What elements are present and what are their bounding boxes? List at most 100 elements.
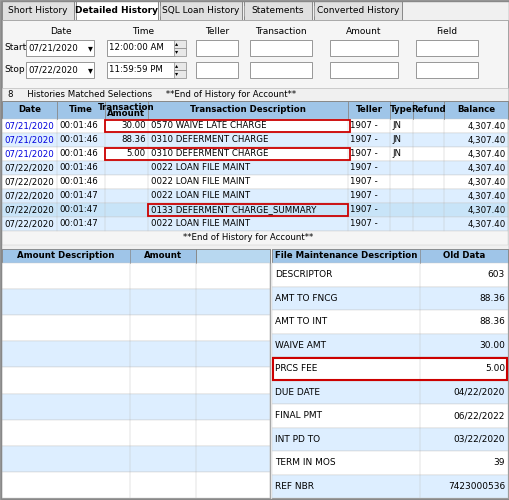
Text: 00:01:46: 00:01:46: [59, 136, 98, 144]
Bar: [329, 62, 397, 78]
Text: 04/22/2020: 04/22/2020: [453, 388, 504, 397]
Text: DUE DATE: DUE DATE: [274, 388, 319, 397]
Text: Date: Date: [50, 28, 72, 36]
Bar: [160, 1, 242, 20]
Text: 11:59:59 PM: 11:59:59 PM: [109, 66, 162, 74]
Text: Detailed History: Detailed History: [75, 6, 158, 15]
Bar: [2, 175, 507, 189]
Text: 1907 -: 1907 -: [349, 122, 377, 130]
Text: 07/21/2020: 07/21/2020: [4, 150, 53, 158]
Bar: [174, 48, 186, 56]
Text: REF NBR: REF NBR: [274, 482, 314, 491]
Text: 8     Histories Matched Selections     **End of History for Account**: 8 Histories Matched Selections **End of …: [8, 90, 296, 99]
Text: SQL Loan History: SQL Loan History: [162, 6, 239, 15]
Text: Statements: Statements: [251, 6, 304, 15]
Text: ▾: ▾: [88, 65, 93, 75]
Bar: [415, 40, 477, 56]
Bar: [271, 286, 507, 310]
Text: AMT TO INT: AMT TO INT: [274, 318, 326, 326]
Text: Time: Time: [132, 28, 154, 36]
Text: 00:01:47: 00:01:47: [59, 192, 98, 200]
Bar: [195, 249, 269, 263]
Text: 88.36: 88.36: [478, 294, 504, 302]
Text: 4,307.40: 4,307.40: [467, 136, 505, 144]
Bar: [2, 119, 507, 133]
Text: 0133 DEFERMENT CHARGE_SUMMARY: 0133 DEFERMENT CHARGE_SUMMARY: [151, 206, 316, 214]
Text: 00:01:47: 00:01:47: [59, 206, 98, 214]
Text: JN: JN: [391, 136, 400, 144]
Text: Type: Type: [389, 106, 412, 114]
Text: Field: Field: [436, 28, 457, 36]
Text: Start: Start: [4, 44, 26, 52]
Text: **End of History for Account**: **End of History for Account**: [183, 234, 313, 242]
Bar: [107, 40, 175, 56]
Text: |: |: [313, 5, 316, 15]
Bar: [2, 88, 507, 101]
Bar: [2, 231, 507, 245]
Text: 4,307.40: 4,307.40: [467, 192, 505, 200]
Text: 07/22/2020: 07/22/2020: [4, 220, 53, 228]
Text: 00:01:46: 00:01:46: [59, 122, 98, 130]
Text: Transaction: Transaction: [98, 102, 155, 112]
Text: Converted History: Converted History: [316, 6, 399, 15]
Bar: [26, 40, 94, 56]
Text: Refund: Refund: [410, 106, 445, 114]
Bar: [2, 133, 507, 147]
Text: ▴: ▴: [175, 64, 178, 68]
Bar: [2, 368, 269, 394]
Text: TERM IN MOS: TERM IN MOS: [274, 458, 335, 467]
Text: 12:00:00 AM: 12:00:00 AM: [109, 44, 163, 52]
Text: INT PD TO: INT PD TO: [274, 434, 320, 444]
Text: File Maintenance Description: File Maintenance Description: [274, 252, 416, 260]
Text: 00:01:47: 00:01:47: [59, 220, 98, 228]
Text: 1907 -: 1907 -: [349, 164, 377, 172]
Text: 0570 WAIVE LATE CHARGE: 0570 WAIVE LATE CHARGE: [151, 122, 266, 130]
Bar: [2, 147, 507, 161]
Bar: [271, 249, 507, 263]
Bar: [271, 334, 507, 357]
Text: 00:01:46: 00:01:46: [59, 150, 98, 158]
Text: Amount: Amount: [107, 110, 145, 118]
Text: 7423000536: 7423000536: [447, 482, 504, 491]
Text: 07/22/2020: 07/22/2020: [4, 164, 53, 172]
Text: Balance: Balance: [456, 106, 494, 114]
Text: 4,307.40: 4,307.40: [467, 220, 505, 228]
Text: ▾: ▾: [175, 72, 178, 76]
Text: 1907 -: 1907 -: [349, 220, 377, 228]
Text: ▾: ▾: [175, 50, 178, 54]
Bar: [2, 342, 269, 367]
Text: Teller: Teller: [355, 106, 382, 114]
Text: 5.00: 5.00: [127, 150, 146, 158]
Bar: [174, 40, 186, 48]
Text: |: |: [242, 5, 246, 15]
Bar: [271, 451, 507, 474]
Bar: [2, 472, 269, 498]
Text: 0022 LOAN FILE MAINT: 0022 LOAN FILE MAINT: [151, 220, 249, 228]
Text: 5.00: 5.00: [484, 364, 504, 373]
Text: 1907 -: 1907 -: [349, 136, 377, 144]
Bar: [249, 40, 312, 56]
Bar: [26, 62, 94, 78]
Text: 1907 -: 1907 -: [349, 150, 377, 158]
Text: PRCS FEE: PRCS FEE: [274, 364, 317, 373]
Bar: [2, 394, 269, 419]
Text: ▾: ▾: [88, 43, 93, 53]
Bar: [2, 101, 507, 119]
Bar: [2, 161, 507, 175]
Bar: [271, 357, 507, 380]
Text: |: |: [159, 5, 162, 15]
Bar: [195, 62, 238, 78]
Text: |: |: [75, 5, 78, 15]
Bar: [107, 62, 175, 78]
Bar: [2, 249, 269, 263]
Text: 4,307.40: 4,307.40: [467, 122, 505, 130]
Text: Amount: Amount: [144, 252, 182, 260]
Text: Transaction Description: Transaction Description: [190, 106, 305, 114]
Text: 0022 LOAN FILE MAINT: 0022 LOAN FILE MAINT: [151, 192, 249, 200]
Bar: [314, 1, 401, 20]
Text: 07/22/2020: 07/22/2020: [28, 66, 77, 74]
Text: 03/22/2020: 03/22/2020: [453, 434, 504, 444]
Text: Stop: Stop: [4, 66, 24, 74]
Bar: [2, 217, 507, 231]
Bar: [271, 428, 507, 451]
